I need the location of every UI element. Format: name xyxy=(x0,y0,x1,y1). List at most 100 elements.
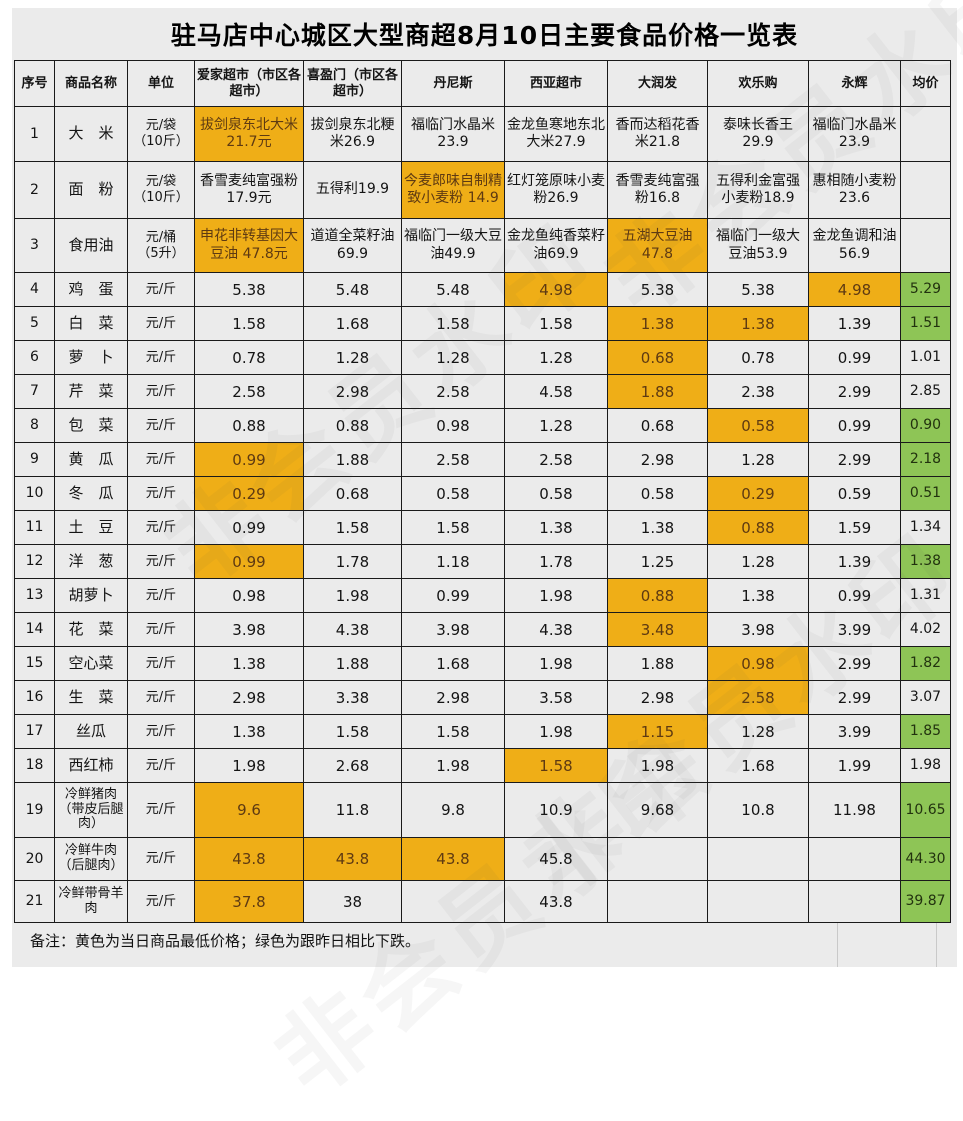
price-cell: 1.28 xyxy=(504,340,608,375)
price-cell: 11.98 xyxy=(808,782,901,838)
spreadsheet-area: 驻马店中心城区大型商超8月10日主要食品价格一览表 序号 商品名称 单位 爱家超市（市… xyxy=(12,8,957,967)
price-cell xyxy=(607,837,708,881)
price-cell: 2.68 xyxy=(303,748,402,783)
price-cell: 1.38 xyxy=(607,306,708,341)
price-cell: 0.99 xyxy=(401,578,505,613)
price-cell: 1.39 xyxy=(808,306,901,341)
unit-cell: 元/斤 xyxy=(127,306,195,341)
table-row: 20 冷鲜牛肉（后腿肉） 元/斤 43.8 43.8 43.8 45.8 44.30 xyxy=(14,837,951,881)
column-header: 序号 xyxy=(14,60,55,107)
price-cell: 1.58 xyxy=(303,510,402,545)
price-cell: 1.59 xyxy=(808,510,901,545)
unit-cell: 元/斤 xyxy=(127,272,195,307)
product-name-cell: 花 菜 xyxy=(54,612,128,647)
table-row: 19 冷鲜猪肉（带皮后腿肉） 元/斤 9.6 11.8 9.8 10.9 9.68 10.8 11… xyxy=(14,782,951,838)
price-cell: 1.88 xyxy=(303,646,402,681)
price-cell: 福临门水晶米 23.9 xyxy=(401,106,505,162)
price-cell: 5.38 xyxy=(607,272,708,307)
price-cell: 1.98 xyxy=(401,748,505,783)
product-name-cell: 面 粉 xyxy=(54,161,128,219)
price-cell: 3.98 xyxy=(194,612,304,647)
product-name-cell: 西红柿 xyxy=(54,748,128,783)
price-cell: 1.28 xyxy=(707,544,809,579)
average-price-cell: 1.82 xyxy=(900,646,951,681)
table-row: 14 花 菜元/斤 3.98 4.38 3.98 4.38 3.48 3.98 3.99 4.02 xyxy=(14,612,951,647)
price-cell: 0.29 xyxy=(707,476,809,511)
price-cell: 1.58 xyxy=(401,714,505,749)
product-name-cell: 冷鲜牛肉（后腿肉） xyxy=(54,837,128,881)
average-price-cell: 44.30 xyxy=(900,837,951,881)
price-cell: 泰味长香王 29.9 xyxy=(707,106,809,162)
unit-cell: 元/斤 xyxy=(127,782,195,838)
price-cell: 0.99 xyxy=(194,510,304,545)
product-name-cell: 冬 瓜 xyxy=(54,476,128,511)
product-name-cell: 白 菜 xyxy=(54,306,128,341)
price-cell: 1.68 xyxy=(401,646,505,681)
price-cell: 0.68 xyxy=(607,408,708,443)
price-cell: 0.98 xyxy=(194,578,304,613)
price-cell: 1.58 xyxy=(504,748,608,783)
column-header: 爱家超市（市区各超市） xyxy=(194,60,304,107)
average-price-cell: 1.51 xyxy=(900,306,951,341)
average-price-cell xyxy=(900,218,951,273)
row-number-cell: 19 xyxy=(14,782,55,838)
price-cell: 2.58 xyxy=(401,442,505,477)
unit-cell: 元/斤 xyxy=(127,612,195,647)
price-cell: 3.48 xyxy=(607,612,708,647)
price-cell: 3.98 xyxy=(707,612,809,647)
product-name-cell: 生 菜 xyxy=(54,680,128,715)
column-header: 大润发 xyxy=(607,60,708,107)
unit-cell: 元/斤 xyxy=(127,442,195,477)
price-cell: 4.38 xyxy=(504,612,608,647)
price-cell: 9.6 xyxy=(194,782,304,838)
table-row: 13 胡萝卜 元/斤 0.98 1.98 0.99 1.98 0.88 1.38 0.99 1.31 xyxy=(14,578,951,613)
price-cell: 1.28 xyxy=(401,340,505,375)
price-cell: 0.29 xyxy=(194,476,304,511)
average-price-cell: 3.07 xyxy=(900,680,951,715)
price-cell: 2.58 xyxy=(194,374,304,409)
product-name-cell: 芹 菜 xyxy=(54,374,128,409)
price-cell: 0.98 xyxy=(401,408,505,443)
product-name-cell: 土 豆 xyxy=(54,510,128,545)
price-cell: 0.88 xyxy=(707,510,809,545)
price-cell xyxy=(707,880,809,923)
price-cell: 1.98 xyxy=(194,748,304,783)
average-price-cell: 10.65 xyxy=(900,782,951,838)
price-cell: 1.38 xyxy=(607,510,708,545)
product-name-cell: 鸡 蛋 xyxy=(54,272,128,307)
table-row: 15 空心菜 元/斤 1.38 1.88 1.68 1.98 1.88 0.98 2.99 1.82 xyxy=(14,646,951,681)
price-cell: 2.99 xyxy=(808,442,901,477)
price-cell: 0.58 xyxy=(607,476,708,511)
price-cell: 1.39 xyxy=(808,544,901,579)
row-number-cell: 3 xyxy=(14,218,55,273)
product-name-cell: 包 菜 xyxy=(54,408,128,443)
price-cell: 1.38 xyxy=(194,646,304,681)
price-cell: 1.58 xyxy=(303,714,402,749)
footnote: 备注：黄色为当日商品最低价格；绿色为跟昨日相比下跌。 xyxy=(30,932,421,950)
price-cell: 5.48 xyxy=(303,272,402,307)
price-cell: 金龙鱼纯香菜籽油69.9 xyxy=(504,218,608,273)
unit-cell: 元/斤 xyxy=(127,578,195,613)
price-cell xyxy=(707,837,809,881)
page-title: 驻马店中心城区大型商超8月10日主要食品价格一览表 xyxy=(170,21,799,50)
unit-cell: 元/斤 xyxy=(127,880,195,923)
price-cell: 福临门一级大豆油53.9 xyxy=(707,218,809,273)
price-cell: 1.98 xyxy=(607,748,708,783)
column-header: 丹尼斯 xyxy=(401,60,505,107)
unit-cell: 元/斤 xyxy=(127,748,195,783)
average-price-cell xyxy=(900,106,951,162)
average-price-cell: 0.51 xyxy=(900,476,951,511)
average-price-cell xyxy=(900,161,951,219)
price-cell: 1.99 xyxy=(808,748,901,783)
price-cell: 0.68 xyxy=(303,476,402,511)
price-cell: 红灯笼原味小麦粉26.9 xyxy=(504,161,608,219)
price-cell: 2.98 xyxy=(303,374,402,409)
table-row: 18 西红柿 元/斤 1.98 2.68 1.98 1.58 1.98 1.68 1.99 1.98 xyxy=(14,748,951,783)
price-cell: 1.58 xyxy=(401,510,505,545)
price-cell: 10.8 xyxy=(707,782,809,838)
price-cell xyxy=(808,837,901,881)
average-price-cell: 1.38 xyxy=(900,544,951,579)
